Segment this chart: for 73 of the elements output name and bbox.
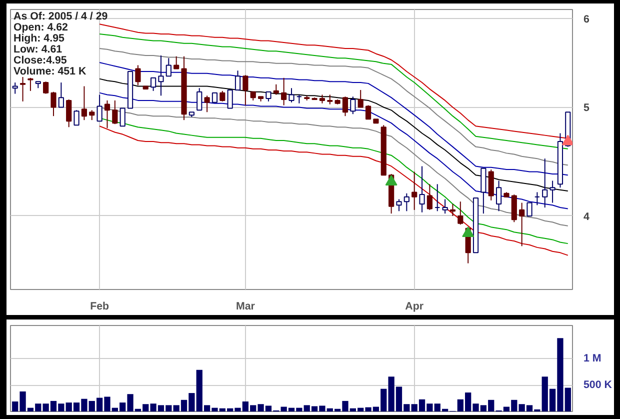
candlestick bbox=[542, 158, 548, 208]
candlestick bbox=[526, 202, 532, 216]
candlestick bbox=[204, 95, 210, 113]
candlestick bbox=[174, 56, 180, 70]
candlestick bbox=[426, 184, 432, 210]
candlestick bbox=[43, 81, 49, 94]
line-series bbox=[99, 34, 568, 150]
candlestick bbox=[20, 76, 26, 102]
candlestick bbox=[150, 77, 156, 92]
candlestick bbox=[365, 104, 372, 120]
line-series bbox=[99, 48, 568, 166]
candlestick bbox=[288, 88, 294, 103]
annotation: Volume: 451 K bbox=[14, 66, 86, 78]
candlestick bbox=[50, 91, 56, 117]
candlestick bbox=[496, 180, 502, 212]
candlestick bbox=[135, 64, 141, 86]
candlestick bbox=[404, 192, 410, 212]
annotation: High: 4.95 bbox=[14, 32, 64, 44]
candlestick bbox=[112, 100, 118, 125]
candlestick bbox=[273, 84, 279, 96]
candlestick bbox=[419, 166, 425, 213]
candlestick bbox=[412, 171, 418, 210]
y-tick-label: 1 M bbox=[584, 352, 602, 365]
candlestick bbox=[281, 77, 287, 106]
candlestick bbox=[488, 169, 494, 201]
candlestick bbox=[358, 89, 364, 108]
candlestick bbox=[120, 108, 126, 127]
candlestick bbox=[220, 90, 226, 102]
candlestick bbox=[342, 96, 348, 117]
point bbox=[562, 134, 572, 146]
candlestick bbox=[166, 58, 172, 77]
candlestick bbox=[227, 89, 233, 109]
y-tick-label: 500 K bbox=[584, 379, 612, 392]
candlestick bbox=[480, 168, 486, 214]
candlestick bbox=[511, 194, 517, 223]
candlestick bbox=[96, 94, 102, 122]
candlestick bbox=[66, 98, 72, 128]
x-tick-label: Mar bbox=[236, 300, 255, 312]
candlestick bbox=[104, 100, 110, 129]
annotation: Open: 4.62 bbox=[14, 22, 68, 34]
candlestick bbox=[234, 70, 241, 90]
candlestick bbox=[74, 110, 80, 126]
candlestick bbox=[242, 74, 248, 106]
candlestick bbox=[534, 192, 540, 206]
candlestick bbox=[196, 88, 202, 111]
y-tick-label: 6 bbox=[584, 13, 590, 26]
candlestick bbox=[266, 91, 272, 102]
annotation: As Of: 2005 / 4 / 29 bbox=[14, 10, 108, 22]
x-tick-label: Apr bbox=[405, 300, 424, 312]
y-tick-label: 5 bbox=[584, 102, 590, 114]
candlestick bbox=[350, 96, 356, 115]
candlestick bbox=[450, 203, 456, 216]
candlestick bbox=[458, 201, 464, 226]
candlestick bbox=[442, 198, 448, 214]
candlestick bbox=[58, 82, 64, 108]
candlestick bbox=[81, 86, 88, 121]
point bbox=[385, 175, 398, 186]
line-series bbox=[99, 92, 568, 210]
annotation: Close:4.95 bbox=[14, 54, 67, 66]
candlestick bbox=[396, 198, 402, 212]
candlestick bbox=[434, 184, 440, 212]
candlestick bbox=[212, 92, 218, 103]
point bbox=[462, 226, 474, 238]
candlestick bbox=[89, 110, 95, 121]
annotation: Low: 4.61 bbox=[14, 44, 62, 56]
candlestick bbox=[327, 94, 333, 105]
candlestick bbox=[519, 202, 525, 247]
candlestick bbox=[158, 54, 164, 96]
x-tick-label: Feb bbox=[90, 300, 110, 312]
y-tick-label: 4 bbox=[584, 210, 590, 223]
candlestick bbox=[550, 180, 556, 204]
line-series bbox=[99, 62, 568, 176]
candlestick bbox=[296, 94, 302, 104]
